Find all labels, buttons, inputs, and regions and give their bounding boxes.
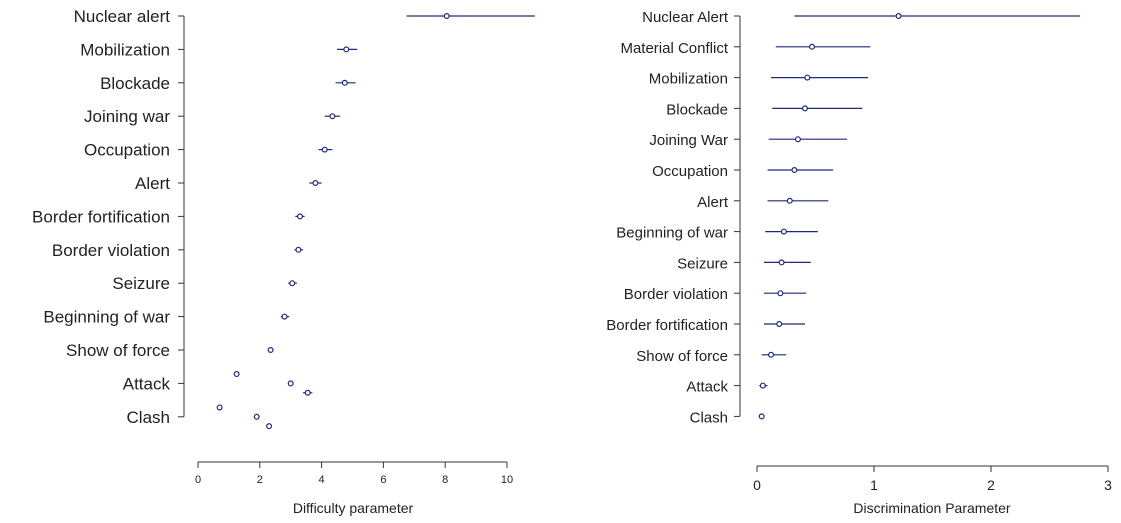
- point-marker: [778, 259, 785, 266]
- discrimination-chart: Nuclear Alert Material Conflict Mobilizati…: [606, 9, 1112, 516]
- point-marker: [233, 371, 240, 378]
- y-tick-label: Show of force: [66, 341, 170, 360]
- x-tick-label: 3: [1104, 477, 1112, 493]
- point-marker: [777, 290, 784, 297]
- y-tick-label: Clash: [690, 409, 728, 426]
- point-marker: [321, 146, 328, 153]
- y-tick-label: Nuclear Alert: [642, 9, 729, 26]
- point-marker: [808, 43, 815, 50]
- y-tick-label: Joining War: [649, 132, 728, 149]
- y-tick-label: Mobilization: [649, 71, 728, 88]
- x-tick-label: 4: [319, 474, 325, 486]
- point-marker: [341, 79, 348, 86]
- point-marker: [801, 105, 808, 112]
- y-tick-label: Occupation: [84, 141, 170, 160]
- y-tick-label: Show of force: [636, 348, 728, 365]
- x-tick-label: 0: [195, 474, 201, 486]
- y-tick-label: Alert: [135, 174, 170, 193]
- point-marker: [758, 413, 765, 420]
- point-marker: [443, 13, 450, 20]
- y-tick-label: Border fortification: [32, 207, 170, 226]
- point-marker: [786, 197, 793, 204]
- x-tick-label: 1: [870, 477, 878, 493]
- point-marker: [295, 246, 302, 253]
- point-marker: [895, 13, 902, 20]
- y-tick-label: Mobilization: [80, 40, 170, 59]
- y-tick-label: Seizure: [112, 274, 170, 293]
- x-axis-title: Difficulty parameter: [293, 500, 414, 516]
- point-marker: [266, 423, 273, 430]
- x-tick-label: 8: [442, 474, 448, 486]
- point-marker: [253, 413, 260, 420]
- point-marker: [296, 213, 303, 220]
- y-tick-label: Attack: [123, 374, 171, 393]
- x-tick-label: 2: [257, 474, 263, 486]
- point-marker: [343, 46, 350, 53]
- point-marker: [281, 313, 288, 320]
- point-marker: [768, 351, 775, 358]
- point-marker: [759, 382, 766, 389]
- y-tick-label: Border violation: [52, 241, 170, 260]
- point-marker: [267, 347, 274, 354]
- point-marker: [776, 321, 783, 328]
- y-tick-label: Attack: [686, 379, 728, 396]
- x-tick-label: 2: [987, 477, 995, 493]
- point-marker: [791, 167, 798, 174]
- y-tick-label: Nuclear alert: [74, 7, 171, 26]
- y-tick-label: Joining war: [84, 107, 170, 126]
- point-marker: [329, 113, 336, 120]
- x-tick-label: 6: [380, 474, 386, 486]
- x-tick-label: 10: [501, 474, 513, 486]
- y-tick-label: Alert: [697, 194, 729, 211]
- x-axis-title: Discrimination Parameter: [853, 500, 1010, 516]
- y-tick-label: Seizure: [677, 255, 728, 272]
- y-tick-label: Blockade: [100, 74, 170, 93]
- point-marker: [287, 380, 294, 387]
- y-tick-label: Clash: [127, 408, 170, 427]
- point-marker: [289, 280, 296, 287]
- y-tick-label: Border fortification: [606, 317, 728, 334]
- point-marker: [780, 228, 787, 235]
- y-tick-label: Material Conflict: [620, 40, 728, 57]
- y-tick-label: Blockade: [666, 101, 728, 118]
- difficulty-chart: Nuclear alert Mobilization Blockade Joining…: [32, 7, 535, 516]
- point-marker: [216, 404, 223, 411]
- point-marker: [304, 389, 311, 396]
- y-tick-label: Beginning of war: [616, 225, 728, 242]
- y-tick-label: Occupation: [652, 163, 728, 180]
- y-tick-label: Beginning of war: [43, 308, 170, 327]
- point-marker: [804, 74, 811, 81]
- point-marker: [312, 180, 319, 187]
- x-tick-label: 0: [753, 477, 761, 493]
- y-tick-label: Border violation: [624, 286, 728, 303]
- point-marker: [794, 136, 801, 143]
